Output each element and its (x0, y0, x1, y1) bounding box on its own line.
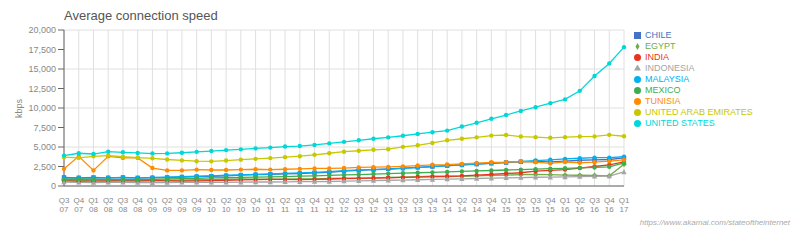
svg-text:Q109: Q109 (147, 196, 158, 214)
svg-text:Q315: Q315 (530, 196, 541, 214)
html-text:CHILE: CHILE (645, 30, 672, 40)
html-text:UNITED STATES: UNITED STATES (645, 118, 715, 128)
html-text:TUNISIA: TUNISIA (645, 96, 681, 106)
html-text:INDONESIA: INDONESIA (645, 63, 695, 73)
html-text:INDIA: INDIA (645, 52, 669, 62)
svg-text:2,500: 2,500 (33, 162, 56, 172)
svg-text:Q414: Q414 (486, 196, 497, 214)
svg-text:Q115: Q115 (501, 196, 512, 214)
svg-text:kbps: kbps (14, 98, 24, 118)
svg-text:Q210: Q210 (221, 196, 232, 214)
svg-text:Q310: Q310 (236, 196, 247, 214)
svg-text:Q416: Q416 (604, 196, 615, 214)
svg-text:Q209: Q209 (162, 196, 173, 214)
svg-text:20,000: 20,000 (28, 25, 56, 35)
svg-text:Q216: Q216 (574, 196, 585, 214)
svg-text:Q407: Q407 (73, 196, 84, 214)
svg-text:Q113: Q113 (383, 196, 394, 214)
svg-text:17,500: 17,500 (28, 45, 56, 55)
svg-text:Q208: Q208 (103, 196, 114, 214)
svg-text:Q110: Q110 (206, 196, 217, 214)
svg-text:Q313: Q313 (412, 196, 423, 214)
svg-text:7,500: 7,500 (33, 123, 56, 133)
svg-text:Q410: Q410 (250, 196, 261, 214)
svg-text:Q312: Q312 (353, 196, 364, 214)
svg-text:Q114: Q114 (442, 196, 453, 214)
svg-text:5,000: 5,000 (33, 142, 56, 152)
svg-text:10,000: 10,000 (28, 103, 56, 113)
svg-text:12,500: 12,500 (28, 84, 56, 94)
svg-text:Q213: Q213 (398, 196, 409, 214)
svg-text:15,000: 15,000 (28, 64, 56, 74)
svg-text:Q212: Q212 (339, 196, 350, 214)
svg-text:Q408: Q408 (132, 196, 143, 214)
html-text:EGYPT: EGYPT (645, 41, 676, 51)
svg-text:Q117: Q117 (619, 196, 630, 214)
svg-text:Q308: Q308 (118, 196, 129, 214)
html-text:UNITED ARAB EMIRATES: UNITED ARAB EMIRATES (645, 107, 753, 117)
svg-text:Q314: Q314 (471, 196, 482, 214)
svg-text:0: 0 (51, 181, 56, 191)
svg-text:Q108: Q108 (88, 196, 99, 214)
svg-text:Q415: Q415 (545, 196, 556, 214)
svg-text:Q411: Q411 (309, 196, 320, 214)
svg-text:Q116: Q116 (560, 196, 571, 214)
svg-text:Q409: Q409 (191, 196, 202, 214)
svg-text:Q316: Q316 (589, 196, 600, 214)
html-text:Average connection speed: Average connection speed (64, 8, 218, 23)
svg-text:Q111: Q111 (265, 196, 276, 214)
svg-text:Q412: Q412 (368, 196, 379, 214)
svg-text:Q309: Q309 (177, 196, 188, 214)
svg-text:Q311: Q311 (294, 196, 305, 214)
svg-text:Q214: Q214 (457, 196, 468, 214)
svg-text:Q413: Q413 (427, 196, 438, 214)
html-text:MALAYSIA: MALAYSIA (645, 74, 690, 84)
svg-text:Q211: Q211 (280, 196, 291, 214)
svg-text:Q307: Q307 (59, 196, 70, 214)
svg-text:Q112: Q112 (324, 196, 335, 214)
html-text:MEXICO: MEXICO (645, 85, 681, 95)
svg-text:Q215: Q215 (516, 196, 527, 214)
html-text:https://www.akamai.com/stateof: https://www.akamai.com/stateoftheinterne… (639, 218, 790, 227)
